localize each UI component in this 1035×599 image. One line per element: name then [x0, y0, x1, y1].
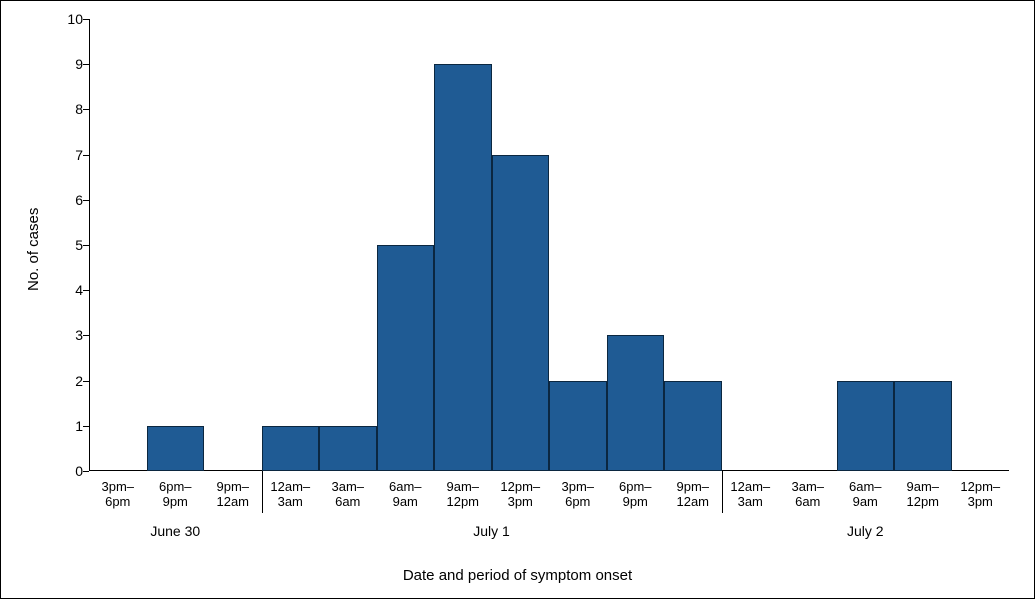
group-separator [262, 471, 263, 513]
y-tick-mark [83, 335, 89, 336]
chart-container: No. of cases 0123456789103pm–6pm6pm–9pm9… [0, 0, 1035, 599]
x-group-label: July 2 [847, 471, 884, 539]
y-tick-mark [83, 19, 89, 20]
x-tick-label: 9am–12pm [906, 471, 939, 509]
bar [894, 381, 952, 471]
bar [664, 381, 722, 471]
x-group-label: July 1 [473, 471, 510, 539]
plot-area: 0123456789103pm–6pm6pm–9pm9pm–12am12am–3… [89, 19, 1009, 471]
group-separator [722, 471, 723, 513]
x-tick-label: 12am–3am [270, 471, 310, 509]
x-tick-label: 3am–6am [331, 471, 364, 509]
bar [319, 426, 377, 471]
x-tick-label: 6pm–9pm [619, 471, 652, 509]
y-tick-mark [83, 290, 89, 291]
y-tick-mark [83, 155, 89, 156]
x-tick-label: 12pm–3pm [960, 471, 1000, 509]
x-tick-label: 9pm–12am [676, 471, 709, 509]
bar [262, 426, 320, 471]
x-tick-label: 3pm–6pm [101, 471, 134, 509]
y-axis-title: No. of cases [25, 208, 42, 291]
y-tick-mark [83, 426, 89, 427]
bar [147, 426, 205, 471]
y-tick-mark [83, 200, 89, 201]
y-tick-mark [83, 109, 89, 110]
x-group-label: June 30 [150, 471, 200, 539]
bar [434, 64, 492, 471]
x-tick-label: 9pm–12am [216, 471, 249, 509]
bar [549, 381, 607, 471]
bar [607, 335, 665, 471]
x-tick-label: 3am–6am [791, 471, 824, 509]
y-tick-mark [83, 245, 89, 246]
y-tick-mark [83, 471, 89, 472]
bar [377, 245, 435, 471]
x-tick-label: 12am–3am [730, 471, 770, 509]
x-tick-label: 6am–9am [389, 471, 422, 509]
bars-layer [89, 19, 1009, 471]
x-tick-label: 3pm–6pm [561, 471, 594, 509]
bar [837, 381, 895, 471]
x-axis-title: Date and period of symptom onset [1, 567, 1034, 584]
y-tick-mark [83, 64, 89, 65]
y-tick-mark [83, 381, 89, 382]
bar [492, 155, 550, 471]
